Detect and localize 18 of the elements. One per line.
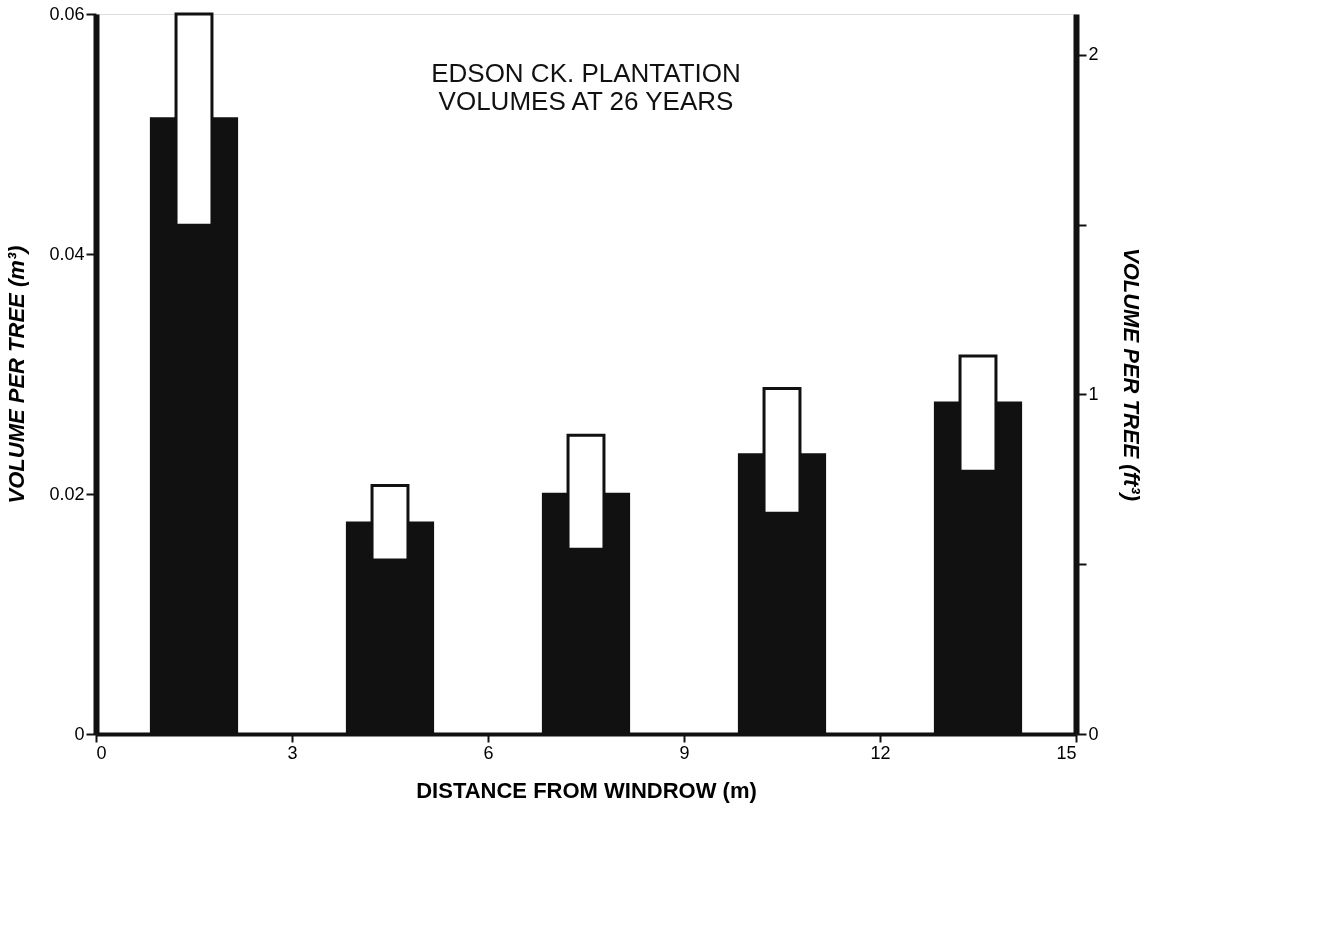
x-tick-label: 15: [1056, 742, 1077, 763]
y-tick-label: 0.02: [49, 483, 85, 504]
y2-tick-label: 2: [1088, 44, 1099, 65]
x-tick-label: 12: [870, 742, 891, 763]
y-tick-label: 0: [74, 723, 85, 744]
y2-tick-label: 1: [1088, 383, 1099, 404]
text: VOLUMES AT 26 YEARS: [438, 86, 734, 116]
y2-axis-title: VOLUME PER TREE (ft³): [1118, 248, 1144, 501]
x-axis-title: DISTANCE FROM WINDROW (m): [416, 777, 757, 803]
y2-tick-label: 0: [1088, 723, 1099, 744]
x-tick-label: 9: [679, 742, 690, 763]
y-axis-title: VOLUME PER TREE (m³): [4, 245, 30, 504]
y-tick-label: 0.06: [49, 3, 85, 24]
text: EDSON CK. PLANTATION: [431, 58, 741, 88]
x-tick-label: 3: [287, 742, 298, 763]
x-tick-label: 0: [96, 742, 107, 763]
x-tick-label: 6: [483, 742, 494, 763]
y-tick-label: 0.04: [49, 243, 85, 264]
